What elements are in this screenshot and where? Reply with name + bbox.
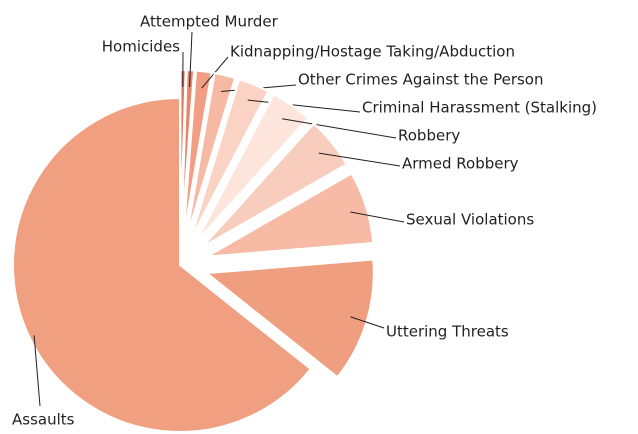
leader-line [247, 99, 361, 113]
slice-label: Criminal Harassment (Stalking) [362, 99, 597, 117]
pie-slice [12, 96, 313, 433]
slice-label: Assaults [12, 411, 75, 429]
leader-line [318, 152, 401, 167]
leader-line [350, 316, 385, 329]
slice-label: Attempted Murder [140, 13, 279, 31]
leader-line [350, 211, 405, 223]
pie-slice [189, 78, 270, 240]
leader-line [281, 118, 397, 139]
pie-slice [185, 71, 237, 239]
slice-label: Other Crimes Against the Person [298, 71, 544, 89]
leader-line [33, 335, 41, 407]
slice-label: Sexual Violations [406, 211, 534, 229]
pie-slice [201, 122, 348, 249]
slice-label: Kidnapping/Hostage Taking/Abduction [230, 43, 515, 61]
slice-label: Robbery [398, 127, 460, 145]
pie-slice [206, 172, 375, 258]
pie-slice [182, 69, 213, 238]
leader-line [189, 31, 193, 87]
slice-label: Uttering Threats [386, 323, 509, 341]
slice-label: Homicides [102, 38, 180, 56]
slice-label: Armed Robbery [402, 155, 519, 173]
pie-slice [195, 92, 310, 243]
